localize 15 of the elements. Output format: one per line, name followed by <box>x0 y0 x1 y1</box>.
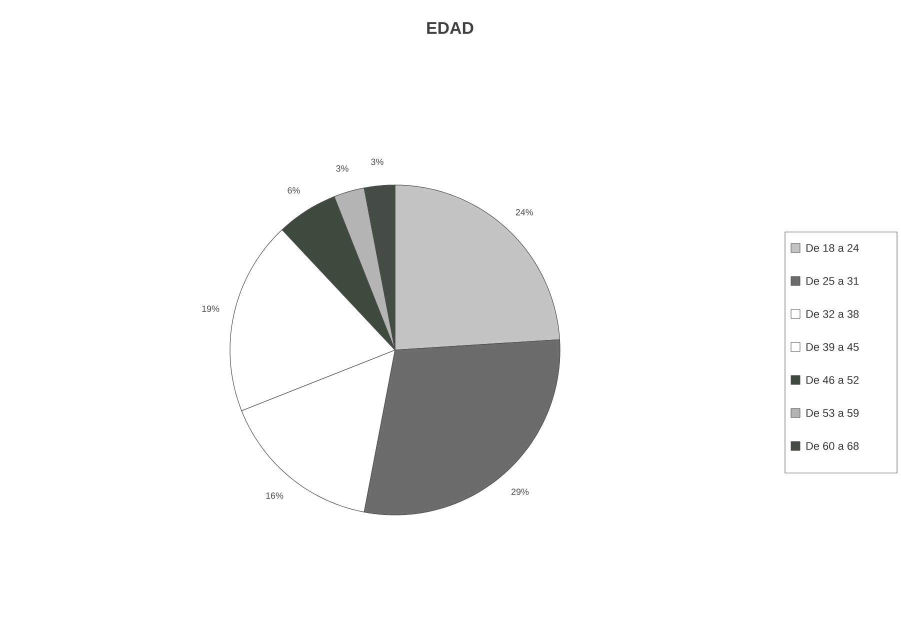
data-label: 16% <box>266 492 284 499</box>
data-label: 19% <box>202 306 220 312</box>
data-label: 29% <box>511 488 529 495</box>
legend-label: De 53 a 59 <box>806 409 859 417</box>
legend-label: De 25 a 31 <box>806 277 859 285</box>
legend-label: De 18 a 24 <box>806 244 859 252</box>
data-label: 24% <box>516 209 534 216</box>
legend-label: De 46 a 52 <box>806 376 859 384</box>
data-label: 3% <box>336 165 348 172</box>
chart-title: EDAD <box>427 22 474 34</box>
legend-label: De 39 a 45 <box>806 343 859 351</box>
legend-label: De 60 a 68 <box>806 442 859 450</box>
legend-label: De 32 a 38 <box>806 310 859 318</box>
data-label: 6% <box>288 187 300 194</box>
data-label: 3% <box>371 158 384 166</box>
